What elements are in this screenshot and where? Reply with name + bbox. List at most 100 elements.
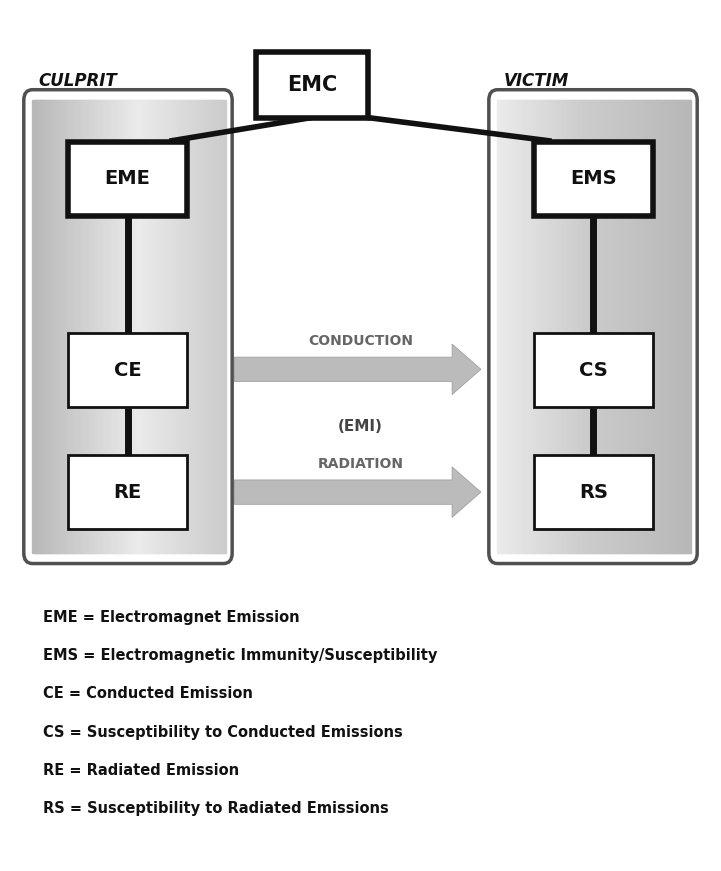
Bar [191, 100, 194, 553]
Bar [578, 100, 580, 553]
Bar [661, 100, 664, 553]
Bar [108, 100, 110, 553]
Text: CE = Conducted Emission: CE = Conducted Emission [43, 686, 253, 701]
Bar [642, 100, 645, 553]
Bar [597, 100, 600, 553]
FancyBboxPatch shape [534, 334, 653, 408]
Bar [689, 100, 691, 553]
Bar [71, 100, 74, 553]
Bar [507, 100, 510, 553]
Bar [159, 100, 162, 553]
Text: EMS = Electromagnetic Immunity/Susceptibility: EMS = Electromagnetic Immunity/Susceptib… [43, 648, 438, 663]
Bar [623, 100, 625, 553]
Bar [554, 100, 557, 553]
Bar [644, 100, 646, 553]
FancyArrow shape [234, 344, 481, 395]
Bar [221, 100, 223, 553]
FancyBboxPatch shape [256, 52, 368, 118]
Bar [655, 100, 658, 553]
Bar [615, 100, 617, 553]
Bar [500, 100, 503, 553]
Bar [547, 100, 550, 553]
Bar [74, 100, 77, 553]
Bar [686, 100, 688, 553]
Text: RE: RE [113, 483, 142, 502]
FancyBboxPatch shape [68, 455, 187, 529]
Bar [499, 100, 502, 553]
Bar [606, 100, 609, 553]
Bar [208, 100, 210, 553]
Bar [505, 100, 508, 553]
Bar [588, 100, 590, 553]
Bar [520, 100, 523, 553]
Bar [521, 100, 524, 553]
Bar [132, 100, 135, 553]
Bar [585, 100, 588, 553]
Bar [663, 100, 665, 553]
Bar [150, 100, 152, 553]
Bar [55, 100, 58, 553]
Bar [665, 100, 667, 553]
Bar [138, 100, 141, 553]
Bar [536, 100, 539, 553]
Bar [97, 100, 99, 553]
Bar [611, 100, 614, 553]
Bar [571, 100, 574, 553]
Bar [546, 100, 549, 553]
Bar [47, 100, 50, 553]
Bar [61, 100, 64, 553]
Bar [626, 100, 629, 553]
Bar [676, 100, 678, 553]
Bar [180, 100, 183, 553]
Bar [84, 100, 87, 553]
Bar [34, 100, 37, 553]
Bar [98, 100, 101, 553]
Bar [581, 100, 584, 553]
FancyBboxPatch shape [68, 334, 187, 408]
Bar [513, 100, 516, 553]
Bar [53, 100, 56, 553]
Bar [136, 100, 138, 553]
Bar [66, 100, 68, 553]
Bar [647, 100, 650, 553]
Bar [640, 100, 643, 553]
Bar [658, 100, 660, 553]
Bar [162, 100, 165, 553]
Bar [112, 100, 115, 553]
Bar [497, 100, 500, 553]
Bar [596, 100, 598, 553]
Bar [105, 100, 107, 553]
Bar [154, 100, 157, 553]
Bar [616, 100, 619, 553]
Bar [684, 100, 686, 553]
Bar [177, 100, 180, 553]
Bar [541, 100, 544, 553]
Bar [583, 100, 585, 553]
Bar [169, 100, 172, 553]
Bar [185, 100, 187, 553]
Bar [601, 100, 603, 553]
Bar [534, 100, 537, 553]
Bar [669, 100, 672, 553]
Bar [73, 100, 75, 553]
Bar [195, 100, 198, 553]
Bar [164, 100, 167, 553]
Bar [158, 100, 160, 553]
Bar [204, 100, 207, 553]
Bar [174, 100, 177, 553]
Bar [552, 100, 554, 553]
Bar [512, 100, 515, 553]
Bar [629, 100, 632, 553]
Bar [81, 100, 84, 553]
Bar [56, 100, 59, 553]
Bar [618, 100, 621, 553]
FancyBboxPatch shape [68, 141, 187, 215]
Bar [580, 100, 582, 553]
Bar [39, 100, 42, 553]
Bar [182, 100, 185, 553]
Bar [87, 100, 89, 553]
Text: EMC: EMC [287, 75, 337, 95]
Bar [209, 100, 212, 553]
Bar [503, 100, 505, 553]
FancyBboxPatch shape [534, 455, 653, 529]
